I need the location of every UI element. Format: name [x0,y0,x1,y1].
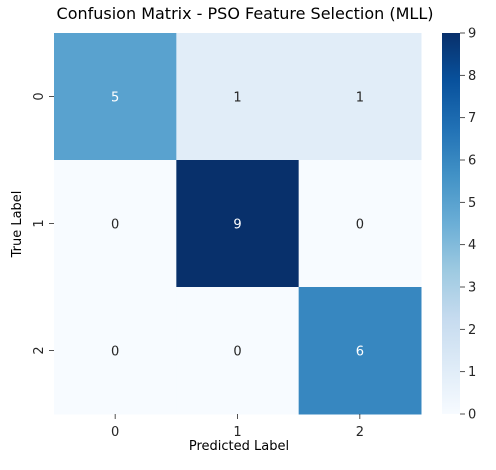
colorbar-tick-label: 1 [468,365,476,380]
heatmap-cell-r0-c1 [176,33,300,161]
colorbar-tick-label: 0 [468,408,476,423]
heatmap-cell-r2-c1 [176,287,300,415]
heatmap-cell-r1-c1 [176,160,300,288]
colorbar-tick-label: 3 [468,281,476,296]
colorbar-axis: 0 1 2 3 4 5 6 7 8 9 [460,27,476,423]
cell-label-r2-c1: 0 [233,345,241,360]
cell-label-r0-c1: 1 [233,91,241,106]
y-tick-label: 2 [32,346,47,354]
cell-label-r1-c0: 0 [111,218,119,233]
y-tick-label: 0 [32,92,47,100]
chart-title: Confusion Matrix - PSO Feature Selection… [57,4,434,23]
cell-label-r1-c2: 0 [356,218,364,233]
heatmap-cell-r2-c2 [298,287,422,415]
heatmap-cell-r2-c0 [54,287,177,415]
heatmap-cells: 5 1 1 0 9 0 0 0 6 [54,33,422,415]
x-tick-label: 0 [111,425,119,440]
y-axis-title: True Label [10,191,25,259]
colorbar-tick-label: 2 [468,323,476,338]
colorbar [442,33,460,414]
x-axis: 0 1 2 [111,414,364,440]
cell-label-r2-c0: 0 [111,345,119,360]
x-axis-title: Predicted Label [189,439,289,454]
y-tick-label: 1 [32,219,47,227]
cell-label-r1-c1: 9 [233,218,241,233]
heatmap-cell-r0-c2 [298,33,422,161]
colorbar-tick-label: 4 [468,238,476,253]
colorbar-tick-label: 8 [468,69,476,84]
colorbar-tick-label: 9 [468,27,476,42]
x-tick-label: 1 [233,425,241,440]
colorbar-tick-label: 7 [468,111,476,126]
colorbar-tick-label: 5 [468,196,476,211]
x-tick-label: 2 [356,425,364,440]
heatmap-cell-r1-c0 [54,160,177,288]
cell-label-r2-c2: 6 [356,345,364,360]
cell-label-r0-c2: 1 [356,91,364,106]
heatmap-cell-r1-c2 [298,160,422,288]
heatmap-cell-r0-c0 [54,33,177,161]
colorbar-tick-label: 6 [468,154,476,169]
y-axis: 0 1 2 [32,92,54,355]
cell-label-r0-c0: 5 [111,91,119,106]
